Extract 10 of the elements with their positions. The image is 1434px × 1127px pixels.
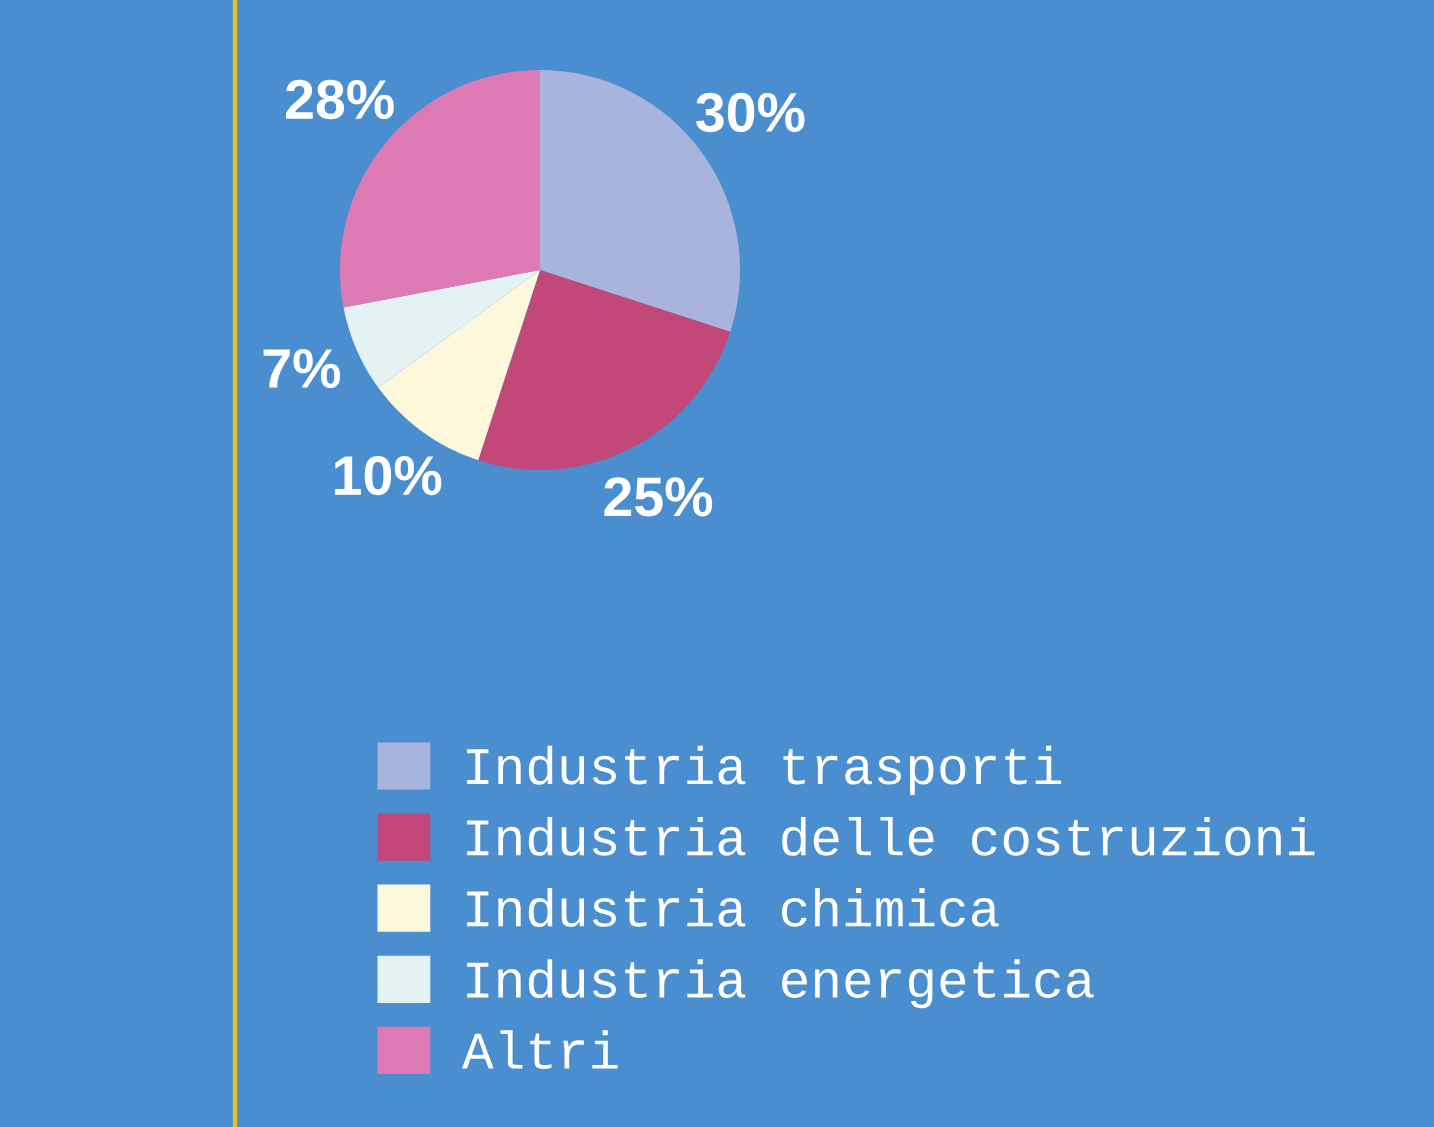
- data-label: 28%: [286, 79, 394, 120]
- data-label: 7%: [263, 348, 341, 389]
- data-label: 30%: [696, 92, 805, 133]
- data-label: 25%: [604, 477, 713, 517]
- data-label: 10%: [335, 455, 442, 496]
- legend-label: Industria chimica: [467, 888, 999, 927]
- legend-label: Industria trasporti: [467, 745, 1062, 796]
- legend-label: Altri: [461, 1030, 618, 1069]
- legend-label: Industria delle costruzioni: [467, 816, 1315, 856]
- legend-label: Industria energetica: [467, 959, 1094, 1009]
